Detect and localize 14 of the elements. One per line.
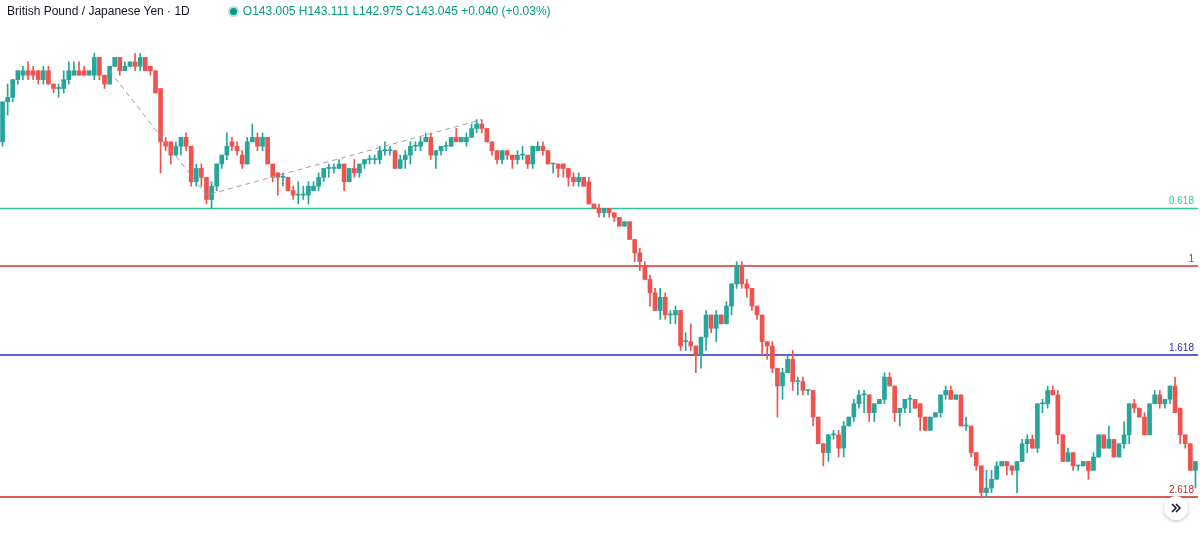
annotation: 2.618 [1168,483,1195,495]
chart-subtitle: O143.005 H143.111 L142.975 C143.045 +0.040 (+0.03%) [242,4,551,18]
annotation: 0.618 [1168,195,1195,207]
candlestick [907,394,913,413]
candlestick [351,159,357,178]
candlestick [280,172,286,187]
candlestick [402,150,408,169]
candlestick [795,376,801,396]
chart-title: British Pound / Japanese Yen · 1D [7,4,190,18]
candlestick [805,389,811,396]
candlestick [688,323,694,351]
annotation: 1.618 [1168,341,1195,353]
annotation: 1 [1188,252,1195,264]
candlestick [443,141,449,152]
